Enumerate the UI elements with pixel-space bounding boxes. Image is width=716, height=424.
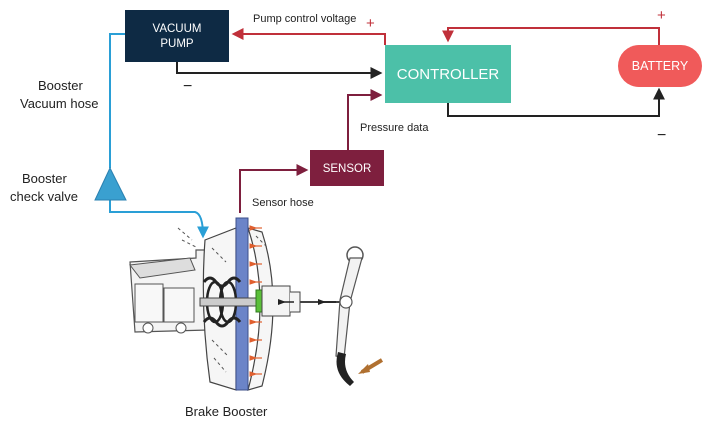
vacuum-pump-label-line2: PUMP [160,38,194,50]
booster-vacuum-hose-label-1: Booster [38,78,83,93]
brake-booster-illustration [129,217,340,391]
controller-box: CONTROLLER [385,45,511,103]
pressure-data-wire [347,89,383,150]
battery-positive-wire [442,27,660,45]
battery-minus-sign: − [657,127,666,144]
pump-ground-wire [176,62,383,79]
booster-vacuum-hose-label-2: Vacuum hose [20,96,99,111]
sensor-box: SENSOR [310,150,384,186]
pressure-data-label: Pressure data [360,122,429,134]
battery-label: BATTERY [632,59,689,73]
battery-negative-wire [447,87,665,117]
sensor-label: SENSOR [323,163,372,175]
sensor-hose-label: Sensor hose [252,197,314,209]
vacuum-pump-box: VACUUM PUMP [125,10,229,62]
booster-vacuum-hose [109,33,125,168]
booster-check-valve-label-1: Booster [22,171,67,186]
sensor-hose [239,164,309,213]
booster-check-valve-label-2: check valve [10,189,78,204]
battery-plus-sign: + [657,7,666,24]
pump-minus-sign: − [183,78,192,95]
controller-label: CONTROLLER [397,66,500,83]
pump-control-voltage-label: Pump control voltage [253,13,356,25]
battery-box: BATTERY [618,45,702,87]
brake-booster-label: Brake Booster [185,404,268,419]
check-valve-icon [94,166,127,201]
pump-plus-sign: + [366,15,375,32]
brake-pedal-illustration [335,246,384,386]
vacuum-pump-label-line1: VACUUM [153,23,202,35]
booster-check-valve-hose [109,200,209,239]
pump-control-voltage-wire [231,28,386,45]
